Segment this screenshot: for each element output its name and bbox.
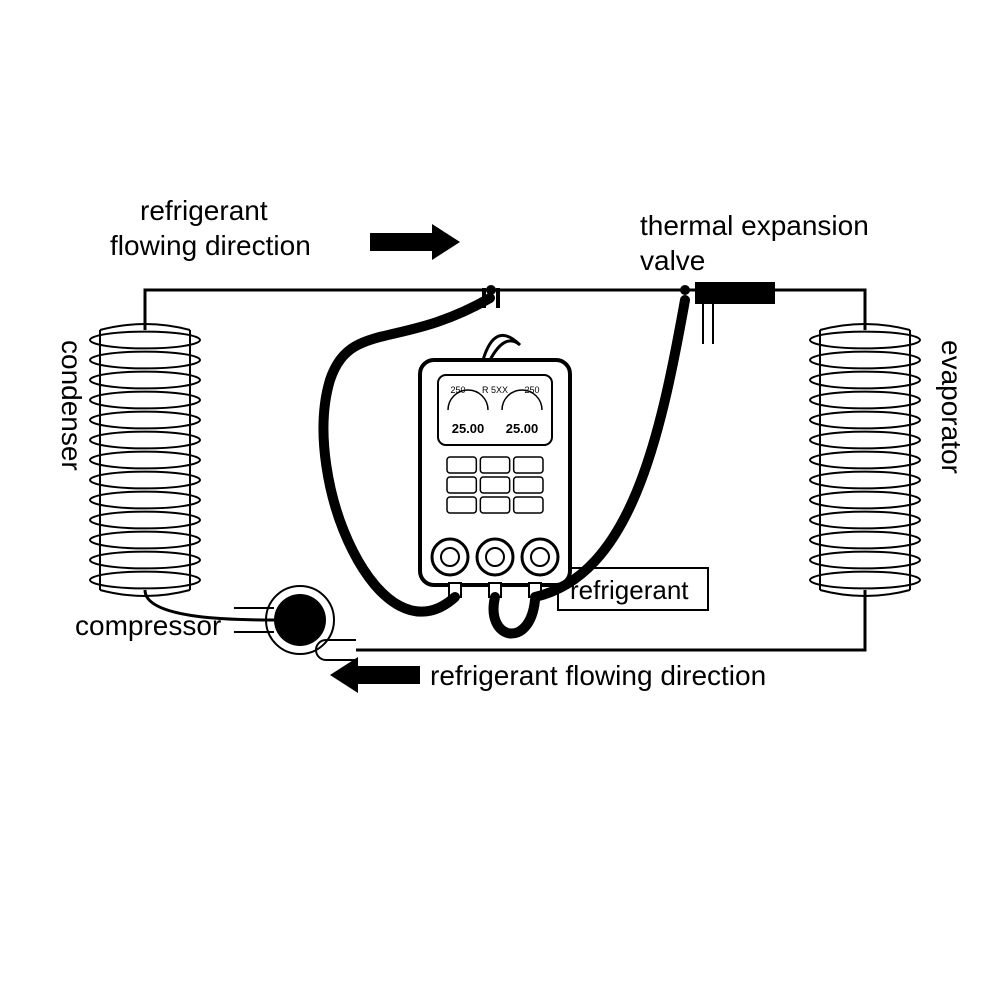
condenser-label: condenser	[55, 340, 87, 471]
tev-label-2: valve	[640, 245, 705, 277]
svg-text:25.00: 25.00	[506, 421, 539, 436]
flow-top-label-1: refrigerant	[140, 195, 268, 227]
evaporator-label: evaporator	[935, 340, 967, 474]
svg-text:25.00: 25.00	[452, 421, 485, 436]
tev-label-1: thermal expansion	[640, 210, 869, 242]
refrigerant-box-label: refrigerant	[570, 575, 689, 606]
svg-text:R 5XX: R 5XX	[482, 385, 508, 395]
refrigeration-cycle-diagram: 250250250R 5XX25.0025.00	[0, 0, 1000, 1000]
compressor-label: compressor	[75, 610, 221, 642]
flow-top-label-2: flowing direction	[110, 230, 311, 262]
flow-bottom-label: refrigerant flowing direction	[430, 660, 766, 692]
